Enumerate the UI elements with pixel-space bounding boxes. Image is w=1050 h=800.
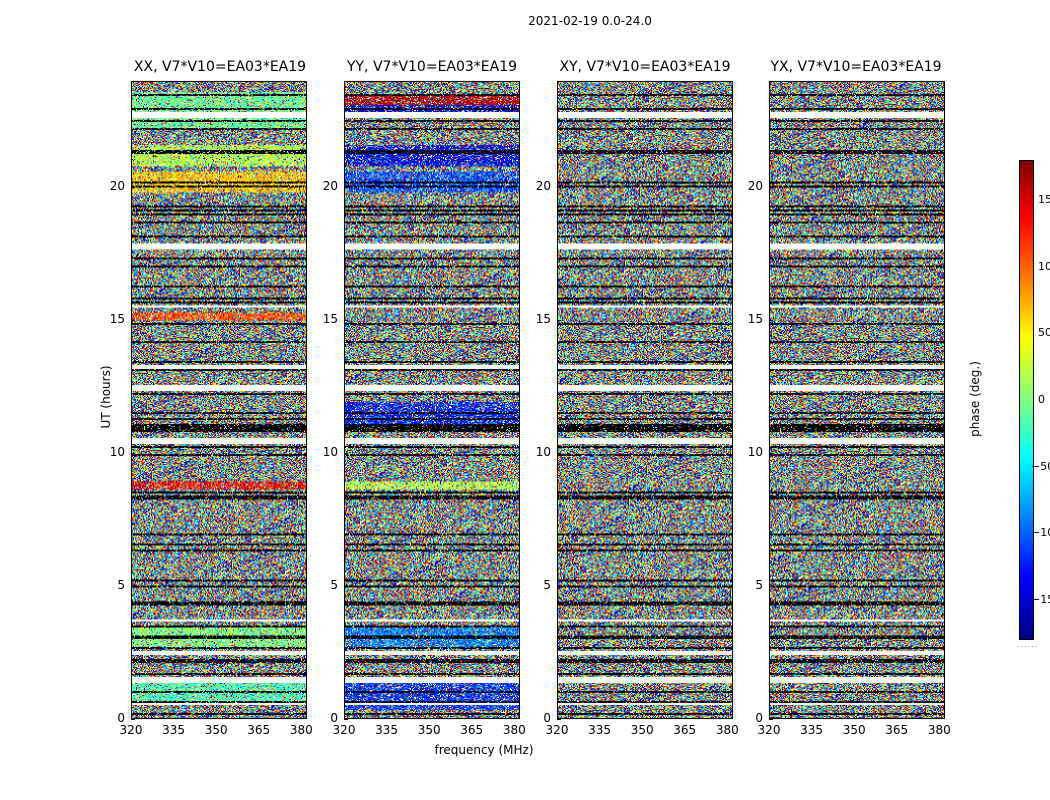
y-tick-label: 15 [109, 312, 125, 327]
y-tick-mark [344, 320, 348, 322]
x-tick-label: 320 [545, 723, 569, 737]
x-tick-label: 320 [757, 723, 781, 737]
x-tick-label: 380 [715, 723, 739, 737]
y-axis-label: UT (hours) [99, 365, 113, 429]
x-axis-label: frequency (MHz) [434, 743, 534, 757]
x-tick-label: 335 [162, 723, 186, 737]
y-tick-label: 5 [543, 578, 551, 593]
y-tick-mark [769, 719, 773, 720]
panel-title-yy: YY, V7*V10=EA03*EA19 [346, 59, 518, 75]
colorbar [1019, 160, 1034, 640]
panel-title-yx: YX, V7*V10=EA03*EA19 [770, 59, 942, 75]
x-tick-label: 365 [885, 723, 909, 737]
y-tick-mark [769, 320, 773, 322]
heatmap-panel-yy [344, 81, 520, 719]
y-tick-label: 10 [747, 445, 763, 460]
x-tick-label: 320 [332, 723, 356, 737]
panel-title-xy: XY, V7*V10=EA03*EA19 [559, 59, 731, 75]
y-tick-label: 0 [330, 711, 338, 725]
x-tick-label: 380 [927, 723, 951, 737]
y-tick-label: 15 [747, 312, 763, 327]
y-tick-mark [344, 187, 348, 189]
y-tick-mark [557, 320, 561, 322]
x-tick-label: 365 [673, 723, 697, 737]
y-tick-mark [557, 453, 561, 455]
x-tick-label: 350 [630, 723, 654, 737]
colorbar-tick-label: −150 [1031, 593, 1050, 606]
colorbar-tick-label: −50 [1031, 459, 1050, 473]
colorbar-tick-label: 100 [1038, 259, 1050, 273]
y-tick-label: 5 [330, 578, 338, 593]
y-tick-label: 20 [747, 179, 763, 194]
y-tick-label: 10 [109, 445, 125, 460]
y-tick-mark [344, 453, 348, 455]
y-tick-label: 20 [109, 179, 125, 194]
y-tick-label: 20 [322, 179, 338, 194]
y-tick-label: 10 [535, 445, 551, 460]
y-tick-label: 5 [755, 578, 763, 593]
x-tick-label: 350 [842, 723, 866, 737]
y-tick-mark [131, 719, 135, 720]
x-tick-label: 365 [460, 723, 484, 737]
heatmap-panel-yx [769, 81, 945, 719]
y-tick-mark [344, 719, 348, 720]
x-tick-label: 320 [119, 723, 143, 737]
x-tick-label: 335 [588, 723, 612, 737]
x-tick-label: 365 [247, 723, 271, 737]
y-tick-mark [769, 586, 773, 588]
x-tick-label: 380 [289, 723, 313, 737]
y-tick-label: 5 [117, 578, 125, 593]
y-tick-mark [557, 187, 561, 189]
y-tick-mark [344, 586, 348, 588]
y-tick-label: 20 [535, 179, 551, 194]
y-tick-label: 15 [322, 312, 338, 327]
colorbar-tick-label: 50 [1038, 326, 1050, 340]
x-tick-label: 380 [502, 723, 526, 737]
x-tick-label: 350 [204, 723, 228, 737]
colorbar-offset-marker: ...... [1017, 640, 1039, 649]
y-tick-mark [131, 453, 135, 455]
heatmap-panel-xy [557, 81, 733, 719]
y-tick-mark [557, 719, 561, 720]
colorbar-tick-label: 150 [1038, 193, 1050, 206]
colorbar-tick-label: −100 [1031, 526, 1050, 540]
x-tick-label: 350 [417, 723, 441, 737]
heatmap-panel-xx [131, 81, 307, 719]
y-tick-mark [769, 187, 773, 189]
x-tick-label: 335 [800, 723, 824, 737]
y-tick-label: 0 [755, 711, 763, 725]
y-tick-label: 0 [543, 711, 551, 725]
figure-title: 2021-02-19 0.0-24.0 [528, 14, 652, 28]
colorbar-tick-label: 0 [1038, 393, 1045, 406]
y-tick-mark [769, 453, 773, 455]
y-tick-mark [557, 586, 561, 588]
panel-title-xx: XX, V7*V10=EA03*EA19 [133, 59, 307, 75]
y-tick-mark [131, 187, 135, 189]
y-tick-label: 15 [535, 312, 551, 327]
y-tick-label: 10 [322, 445, 338, 460]
x-tick-label: 335 [375, 723, 399, 737]
y-tick-mark [131, 586, 135, 588]
colorbar-label: phase (deg.) [968, 361, 982, 437]
y-tick-mark [131, 320, 135, 322]
y-tick-label: 0 [117, 711, 125, 725]
